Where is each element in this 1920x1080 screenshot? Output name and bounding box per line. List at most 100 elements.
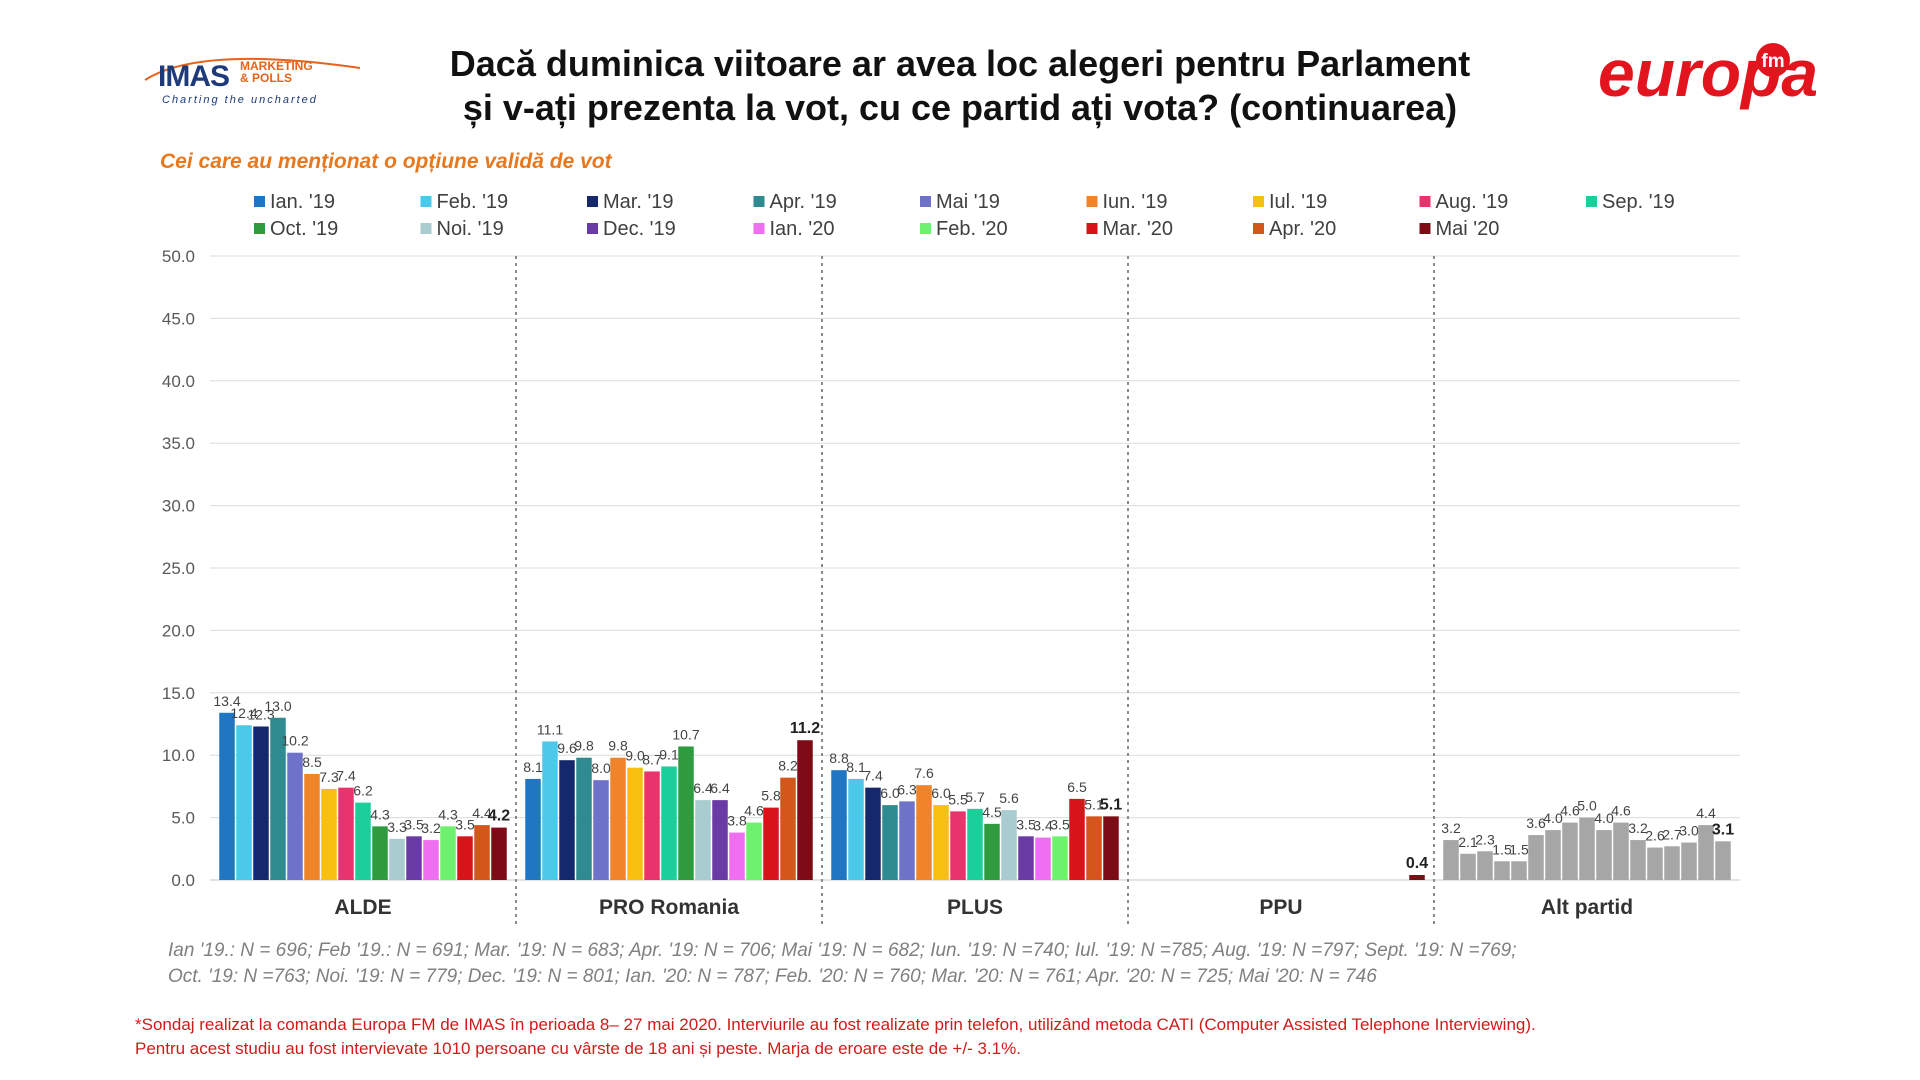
bar [1018, 836, 1034, 880]
survey-line-1: *Sondaj realizat la comanda Europa FM de… [135, 1015, 1536, 1034]
imas-logo-side: MARKETING & POLLS [240, 60, 313, 84]
bar [916, 785, 932, 880]
data-label: 2.7 [1662, 826, 1682, 842]
data-label: 5.1 [1084, 796, 1104, 812]
data-label: 3.5 [404, 816, 424, 832]
bar [338, 787, 354, 880]
bar [1511, 861, 1527, 880]
legend-label: Ian. '20 [770, 218, 835, 240]
data-label: 3.3 [387, 819, 407, 835]
title-line-1: Dacă duminica viitoare ar avea loc alege… [449, 43, 1471, 84]
survey-line-2: Pentru acest studiu au fost intervievate… [135, 1039, 1021, 1058]
bar [1103, 816, 1119, 880]
data-label: 3.2 [1628, 820, 1648, 836]
data-label: 12.3 [247, 706, 274, 722]
legend-swatch [587, 196, 598, 207]
data-label: 6.2 [353, 783, 373, 799]
data-label: 3.2 [421, 820, 441, 836]
data-label: 11.1 [537, 721, 563, 737]
data-label: 6.0 [931, 785, 951, 801]
legend-label: Dec. '19 [603, 218, 676, 240]
bar [933, 805, 949, 880]
bar [1460, 853, 1476, 880]
data-label: 3.2 [1441, 820, 1461, 836]
data-label: 4.5 [982, 804, 1002, 820]
category-label: Alt partid [1541, 896, 1633, 919]
data-label: 9.8 [574, 738, 594, 754]
bar [1001, 810, 1017, 880]
imas-logo-side-2: & POLLS [240, 71, 293, 85]
data-label: 4.0 [1543, 810, 1563, 826]
bar [1715, 841, 1731, 880]
bar [644, 771, 660, 880]
legend-swatch [420, 196, 432, 207]
legend-swatch [254, 196, 265, 207]
bar [236, 725, 252, 880]
legend-label: Mar. '20 [1103, 218, 1174, 240]
bar [1035, 837, 1051, 880]
legend-swatch [420, 223, 432, 234]
bar [967, 808, 983, 880]
category-label: PRO Romania [599, 896, 739, 919]
legend-label: Apr. '19 [770, 191, 837, 213]
bar [763, 807, 779, 880]
europa-fm-logo: europa fm [1598, 38, 1818, 110]
bar [542, 741, 558, 880]
data-label: 1.5 [1509, 841, 1529, 857]
bar [797, 740, 813, 880]
y-tick-label: 40.0 [162, 372, 195, 391]
bar [661, 766, 677, 880]
legend-swatch [920, 196, 931, 207]
data-label: 4.6 [1611, 803, 1631, 819]
legend-swatch [1419, 196, 1431, 207]
y-tick-label: 15.0 [162, 684, 195, 703]
bar [865, 787, 881, 880]
bar [1443, 840, 1459, 880]
bar [270, 717, 286, 880]
imas-logo: IMAS MARKETING & POLLS Charting the unch… [130, 40, 370, 110]
legend-label: Sep. '19 [1602, 191, 1675, 213]
bar [695, 800, 711, 880]
category-label: PPU [1259, 896, 1302, 919]
europa-logo-badge: fm [1761, 51, 1784, 72]
bar [457, 836, 473, 880]
data-label: 6.4 [710, 780, 730, 796]
legend-label: Mar. '19 [603, 191, 674, 213]
data-label: 5.6 [999, 790, 1019, 806]
data-label: 2.3 [1475, 831, 1495, 847]
data-label: 8.1 [523, 759, 543, 775]
bar [440, 826, 456, 880]
data-label: 3.6 [1526, 815, 1546, 831]
data-label: 7.3 [319, 769, 339, 785]
data-label: 12.4 [230, 705, 257, 721]
sample-sizes-line-2: Oct. '19: N =763; Noi. '19: N = 779; Dec… [168, 966, 1377, 987]
y-tick-label: 20.0 [162, 621, 195, 640]
data-label: 8.0 [591, 760, 611, 776]
bar [1613, 822, 1629, 880]
y-tick-label: 5.0 [171, 809, 195, 828]
data-label: 9.8 [608, 738, 628, 754]
data-label: 4.4 [472, 805, 492, 821]
bar [389, 838, 405, 880]
bar [1562, 822, 1578, 880]
bar [1630, 840, 1646, 880]
legend-label: Iun. '19 [1103, 191, 1168, 213]
bar [1477, 851, 1493, 880]
imas-swoosh-icon [144, 57, 361, 81]
data-label: 4.3 [370, 806, 390, 822]
y-tick-label: 10.0 [162, 746, 195, 765]
data-label: 6.3 [897, 781, 917, 797]
bar [219, 712, 235, 880]
data-label: 4.2 [488, 808, 510, 825]
imas-logo-main: IMAS [158, 60, 230, 93]
sample-sizes-line-1: Ian '19.: N = 696; Feb '19.: N = 691; Ma… [168, 940, 1517, 961]
data-label: 13.4 [213, 693, 240, 709]
data-label: 5.0 [1577, 798, 1597, 814]
legend-label: Mai '20 [1436, 218, 1500, 240]
data-label: 3.5 [1016, 816, 1036, 832]
data-label: 7.4 [336, 768, 356, 784]
legend-swatch [1086, 223, 1098, 234]
legend-label: Ian. '19 [270, 191, 335, 213]
data-label: 2.1 [1458, 834, 1478, 850]
data-label: 3.5 [1050, 816, 1070, 832]
